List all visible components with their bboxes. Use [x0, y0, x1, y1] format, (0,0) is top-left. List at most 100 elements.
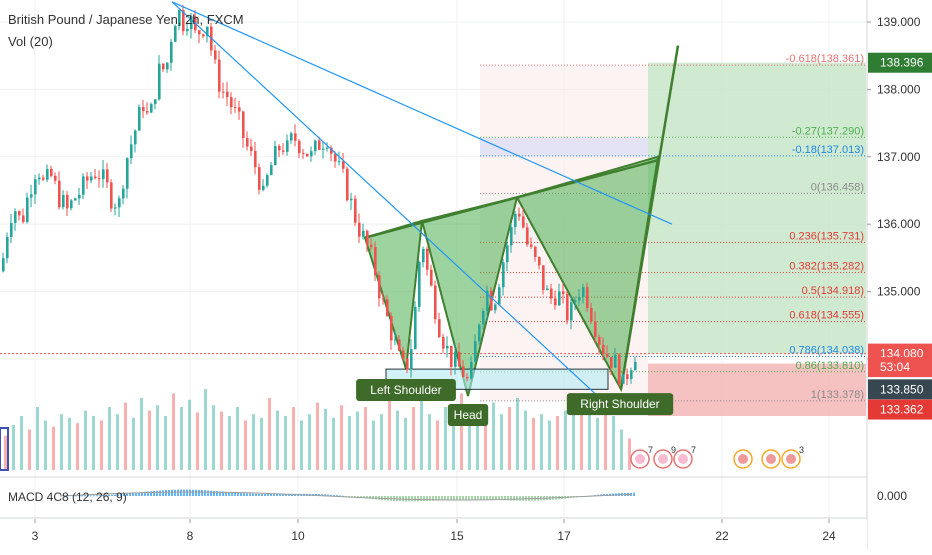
- candle-body: [438, 319, 441, 338]
- candle-body: [598, 337, 601, 345]
- time-axis[interactable]: 3 8 10 15 17 22 24: [0, 519, 867, 550]
- price-badge[interactable]: [868, 52, 932, 73]
- macd-histogram-bar: [189, 489, 191, 496]
- macd-histogram-bar: [120, 494, 122, 496]
- candle-body: [42, 177, 45, 180]
- candle-body: [102, 169, 105, 180]
- projection-line[interactable]: [619, 45, 680, 390]
- macd-histogram-bar: [141, 492, 143, 496]
- trendlines[interactable]: [171, 1, 673, 404]
- macd-histogram-bar: [435, 496, 437, 501]
- macd-histogram-bar: [468, 496, 470, 500]
- macd-histogram-bar: [174, 489, 176, 496]
- macd-histogram-bar: [78, 495, 80, 497]
- macd-histogram-bar: [507, 496, 509, 501]
- volume-bar: [196, 412, 199, 470]
- fib-level-label: 0.5(134.918): [802, 285, 864, 297]
- pattern-label-box: [566, 393, 674, 416]
- macd-histogram-bar: [129, 493, 131, 496]
- candle-body: [422, 248, 425, 263]
- event-flag-dot: [658, 454, 668, 464]
- economic-events[interactable]: 7 9 7 3: [630, 445, 804, 469]
- candle-body: [178, 10, 181, 27]
- macd-histogram-bar: [453, 496, 455, 500]
- candle-body: [434, 285, 437, 320]
- macd-histogram-bar: [255, 493, 257, 496]
- volume-bar: [180, 407, 183, 470]
- price-badge-text: 53:04: [880, 360, 910, 374]
- candle-body: [362, 230, 365, 237]
- candle-body: [134, 130, 137, 145]
- macd-histogram-bar: [333, 494, 335, 496]
- fib-level-label: 0.618(134.555): [789, 310, 864, 322]
- volume-bar: [588, 405, 591, 470]
- time-tick-label: 15: [450, 529, 464, 543]
- candle-body: [454, 351, 457, 367]
- macd-histogram-bar: [498, 496, 500, 501]
- macd-histogram-bar: [243, 493, 245, 496]
- price-axis[interactable]: 139.000138.000137.000136.000135.000134.0…: [866, 0, 932, 550]
- candle-body: [150, 104, 153, 113]
- macd-histogram-bar: [339, 495, 341, 497]
- time-tick-label: 17: [557, 529, 571, 543]
- candle-body: [414, 306, 417, 350]
- candle-body: [350, 198, 353, 201]
- candle-body: [374, 247, 377, 276]
- candle-body: [54, 175, 57, 181]
- candle-body: [274, 145, 277, 166]
- macd-histogram-bar: [147, 491, 149, 496]
- macd-histogram-bar: [108, 494, 110, 496]
- candle-body: [98, 178, 101, 180]
- volume-bar: [476, 416, 479, 470]
- stop-zone: [648, 363, 866, 417]
- fibonacci-levels: -0.618(138.361) -0.27(137.290) -0.18(137.0…: [480, 53, 866, 402]
- volume-bar: [44, 420, 47, 470]
- trendline[interactable]: [171, 1, 606, 404]
- price-badge[interactable]: [868, 357, 932, 378]
- macd-histogram-bar: [153, 491, 155, 496]
- volume-bar: [76, 423, 79, 470]
- pattern-label-box: [356, 379, 456, 402]
- volume-bar: [524, 410, 527, 470]
- price-badge[interactable]: [868, 399, 932, 420]
- macd-histogram-bar: [186, 489, 188, 496]
- macd-histogram-bar: [105, 494, 107, 496]
- time-tick-label: 22: [715, 529, 729, 543]
- candle-body: [302, 153, 305, 155]
- candle-body: [26, 197, 29, 223]
- macd-histogram-bar: [318, 494, 320, 496]
- candle-body: [114, 207, 117, 209]
- volume-bar: [580, 414, 583, 470]
- macd-histogram-bar: [135, 492, 137, 496]
- candle-body: [378, 275, 381, 299]
- volume-bar: [500, 414, 503, 470]
- volume-bar: [220, 411, 223, 470]
- candle-body: [394, 339, 397, 341]
- neckline[interactable]: [364, 158, 659, 239]
- candle-body: [582, 287, 585, 298]
- macd-histogram-bar: [162, 490, 164, 496]
- volume-bar: [108, 407, 111, 470]
- macd-histogram-bar: [225, 491, 227, 496]
- candle-body: [382, 298, 385, 300]
- candle-body: [290, 133, 293, 141]
- volume-bar: [372, 420, 375, 470]
- volume-bar: [364, 407, 367, 470]
- macd-histogram-bar: [408, 496, 410, 502]
- macd-histogram-bar: [207, 490, 209, 496]
- macd-histogram-bar: [252, 493, 254, 496]
- candle-body: [46, 168, 49, 180]
- volume-bar: [604, 410, 607, 470]
- trendline[interactable]: [171, 1, 673, 225]
- price-badge[interactable]: [868, 379, 932, 400]
- volume-bar: [516, 398, 519, 470]
- volume-bar: [348, 416, 351, 470]
- volume-bar: [468, 405, 471, 470]
- candle-body: [366, 230, 369, 245]
- candle-body: [70, 200, 73, 209]
- volume-bar: [132, 417, 135, 470]
- volume-bar: [548, 420, 551, 470]
- volume-bar: [36, 407, 39, 470]
- volume-bar: [612, 416, 615, 470]
